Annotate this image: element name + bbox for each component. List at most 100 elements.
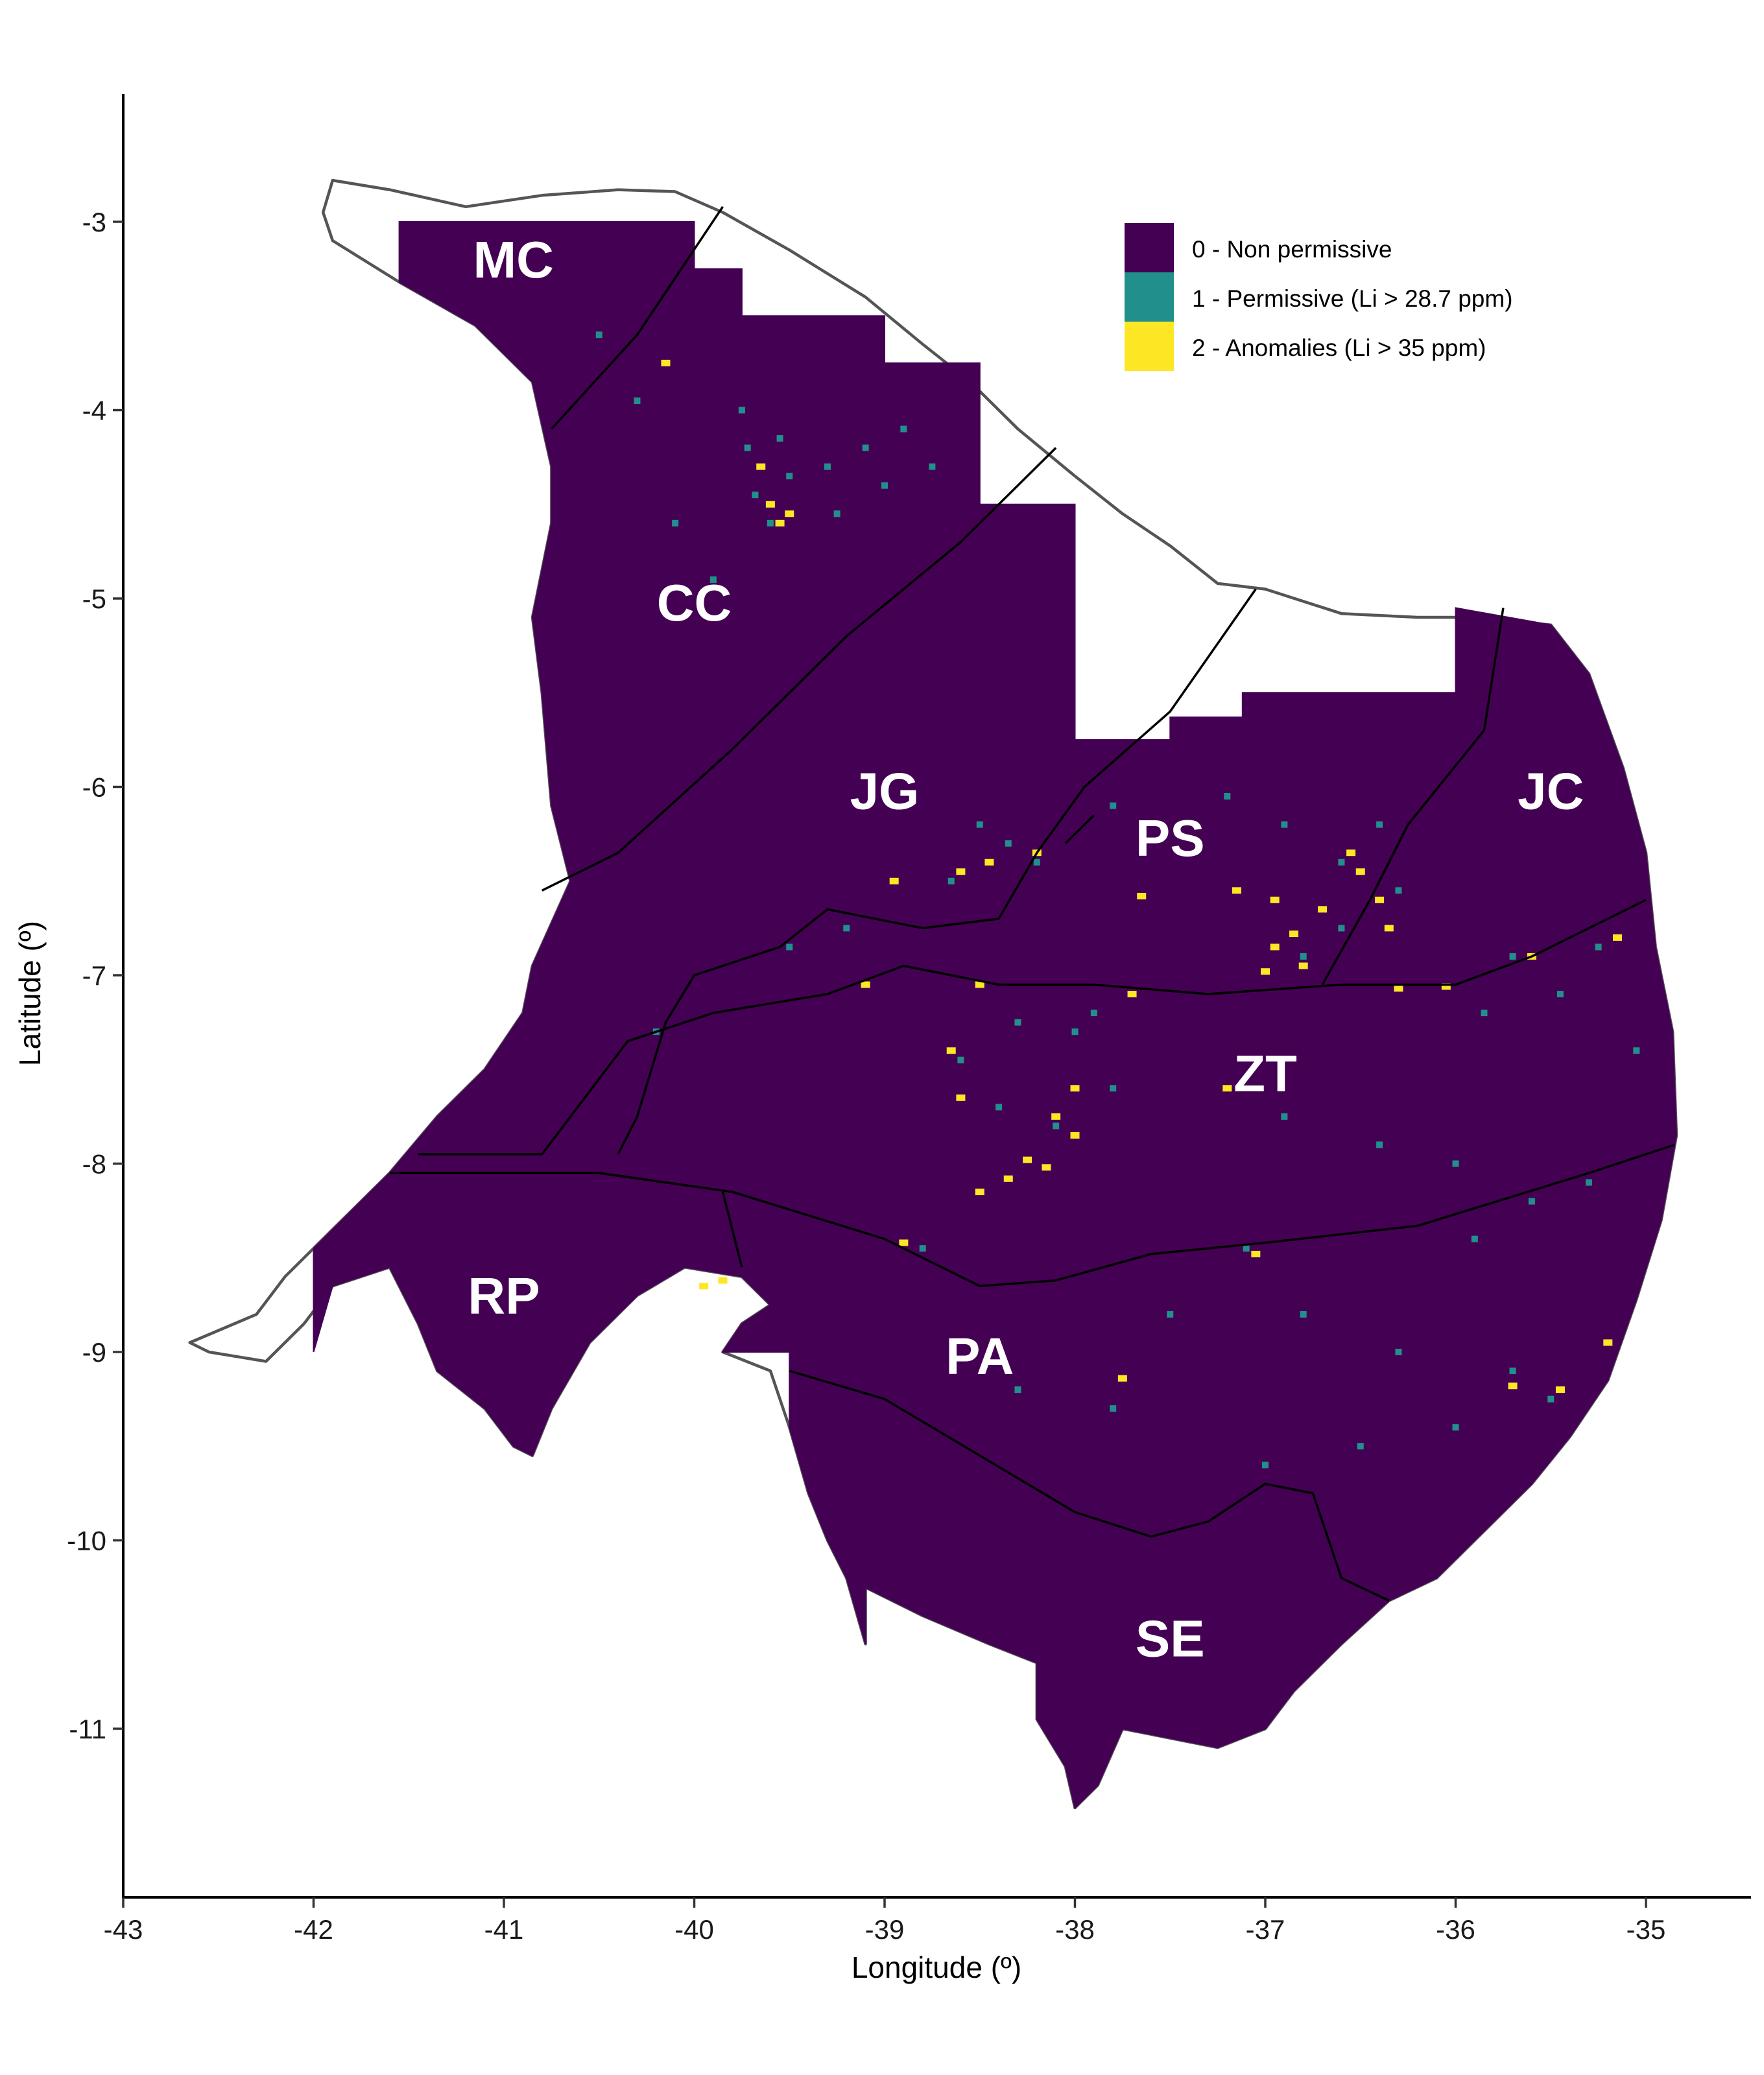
anomaly-cell	[861, 981, 870, 988]
anomaly-cell	[765, 501, 775, 508]
permissive-cell	[752, 492, 759, 499]
anomaly-cell	[1222, 1085, 1232, 1092]
anomaly-cell	[889, 877, 899, 884]
anomaly-cell	[1289, 931, 1299, 938]
anomaly-cell	[1023, 1156, 1032, 1163]
anomaly-cell	[775, 519, 785, 527]
anomaly-cell	[1298, 962, 1308, 969]
y-tick-label: -3	[82, 207, 106, 237]
region-label-rp: RP	[468, 1267, 540, 1325]
anomaly-cell	[1355, 868, 1365, 875]
permissive-cell	[919, 1245, 926, 1252]
anomaly-cell	[1270, 943, 1280, 951]
x-tick-label: -41	[484, 1914, 524, 1945]
permissive-cell	[1005, 840, 1012, 847]
permissive-cell	[957, 1056, 964, 1063]
permissive-cell	[1033, 859, 1040, 866]
region-label-cc: CC	[657, 574, 732, 632]
anomaly-cell	[1117, 1375, 1127, 1382]
y-tick-label: -11	[69, 1714, 106, 1744]
legend: 0 - Non permissive 1 - Permissive (Li > …	[1125, 223, 1513, 371]
region-label-ps: PS	[1136, 809, 1205, 867]
anomaly-cell	[946, 1047, 956, 1054]
y-tick-label: -10	[67, 1526, 106, 1556]
domain-boundaries	[389, 206, 1675, 1602]
permissive-cell	[1471, 1235, 1478, 1242]
permissive-cell	[1509, 953, 1516, 960]
anomaly-cell	[1346, 849, 1356, 857]
permissive-cell	[1357, 1443, 1364, 1450]
region-label-zt: ZT	[1234, 1045, 1297, 1102]
permissive-cell	[1014, 1386, 1021, 1393]
anomaly-cell	[1137, 892, 1147, 899]
permissive-cell	[595, 331, 602, 338]
permissive-cell	[1452, 1424, 1459, 1431]
domain-boundary-line	[1321, 608, 1505, 986]
permissive-cell	[1509, 1368, 1516, 1375]
permissive-cell	[672, 519, 679, 527]
permissive-cell	[634, 397, 641, 404]
axes: -43 -42 -41 -40 -39 -38 -37 -36 -35 -3 -4 -5 -6 -7 -8…	[13, 94, 1751, 1984]
anomaly-cell	[1127, 991, 1137, 998]
domain-boundary-line	[541, 447, 1057, 892]
region-label-pa: PA	[946, 1327, 1014, 1385]
domain-boundary-line	[389, 1143, 1675, 1288]
legend-swatch-1	[1125, 272, 1174, 322]
region-labels: MC CC JG PS JC ZT RP PA SE	[468, 231, 1584, 1667]
permissive-cell	[833, 510, 840, 517]
region-label-se: SE	[1136, 1610, 1205, 1668]
permissive-cell	[1547, 1395, 1555, 1403]
permissive-cell	[776, 435, 783, 442]
permissive-cell	[1053, 1122, 1060, 1130]
anomaly-cell	[1070, 1085, 1080, 1092]
permissive-cell	[843, 925, 850, 932]
anomaly-cell	[1603, 1339, 1613, 1346]
legend-label-1: 1 - Permissive (Li > 28.7 ppm)	[1192, 285, 1513, 312]
permissive-cell	[1395, 1349, 1402, 1355]
raster-cells	[595, 331, 1640, 1469]
permissive-cell	[1300, 953, 1307, 960]
permissive-cell	[1224, 793, 1231, 800]
anomaly-cell	[718, 1277, 728, 1284]
permissive-cell	[1556, 991, 1564, 998]
anomaly-cell	[1441, 983, 1451, 990]
y-tick-label: -4	[82, 396, 106, 426]
y-tick-label: -6	[82, 772, 106, 803]
permissive-cell	[824, 463, 831, 470]
permissive-cell	[995, 1104, 1003, 1111]
permissive-cell	[1481, 1010, 1488, 1017]
anomaly-cell	[1051, 1113, 1061, 1120]
permissive-cell	[1300, 1310, 1307, 1318]
anomaly-cell	[699, 1283, 709, 1290]
legend-swatch-0	[1125, 223, 1174, 272]
y-tick-label: -5	[82, 584, 106, 614]
anomaly-cell	[899, 1239, 909, 1246]
domain-boundary-line	[551, 206, 724, 430]
anomaly-cell	[1042, 1164, 1051, 1171]
permissive-cell	[929, 463, 936, 470]
permissive-cell	[709, 576, 717, 583]
anomaly-cell	[1318, 906, 1328, 913]
permissive-cell	[1014, 1019, 1021, 1026]
permissive-cell	[1376, 821, 1383, 828]
permissive-cell	[744, 444, 751, 451]
permissive-cell	[1090, 1010, 1097, 1017]
permissive-cell	[1338, 925, 1345, 932]
x-tick-label: -39	[865, 1914, 905, 1945]
anomaly-cell	[1270, 896, 1280, 903]
x-tick-label: -37	[1246, 1914, 1285, 1945]
legend-swatch-2	[1125, 322, 1174, 371]
permissive-cell	[881, 482, 888, 489]
anomaly-cell	[1251, 1250, 1261, 1257]
anomaly-cell	[1070, 1132, 1080, 1139]
y-tick-label: -8	[82, 1149, 106, 1180]
anomaly-cell	[1261, 968, 1270, 975]
anomaly-cell	[975, 981, 984, 988]
permissive-cell	[1528, 1198, 1535, 1205]
anomaly-cell	[1232, 887, 1241, 894]
anomaly-cell	[975, 1189, 984, 1196]
anomaly-cell	[1384, 925, 1394, 932]
permissive-cell	[1395, 887, 1402, 894]
x-tick-label: -38	[1055, 1914, 1095, 1945]
